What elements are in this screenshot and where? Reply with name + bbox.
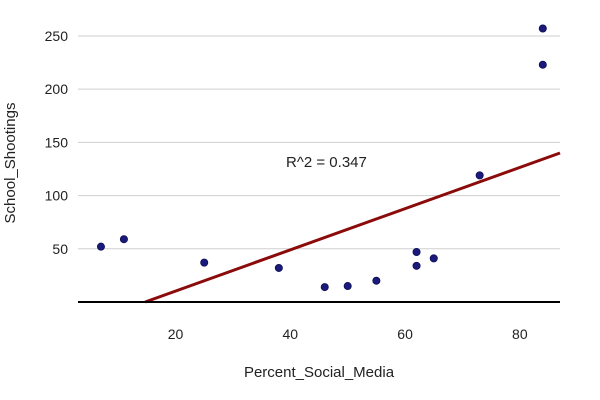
x-tick-label: 20 [168, 326, 184, 342]
data-point [320, 283, 329, 292]
data-point [538, 60, 547, 69]
x-axis-title: Percent_Social_Media [244, 364, 395, 381]
y-tick-label: 200 [45, 81, 69, 97]
y-axis-title: School_Shootings [2, 103, 19, 224]
data-point [119, 235, 128, 244]
data-point [200, 258, 209, 267]
axes: 50 100 150 200 250 20 40 60 80 [45, 28, 560, 342]
data-point [274, 263, 283, 272]
x-tick-label: 40 [283, 326, 299, 342]
trendline [144, 151, 561, 304]
data-point [538, 24, 547, 33]
data-point [372, 276, 381, 285]
data-point [343, 282, 352, 291]
trendline-layer [144, 151, 561, 304]
y-tick-label: 50 [52, 241, 68, 257]
y-tick-label: 250 [45, 28, 69, 44]
gridlines [78, 35, 560, 250]
y-tick-label: 150 [45, 134, 69, 150]
x-tick-label: 60 [397, 326, 413, 342]
data-point [429, 254, 438, 263]
data-point [96, 242, 105, 251]
x-tick-label: 80 [512, 326, 528, 342]
y-tick-label: 100 [45, 188, 69, 204]
data-point [412, 247, 421, 256]
data-point [412, 261, 421, 270]
r-squared-annotation: R^2 = 0.347 [286, 154, 367, 171]
data-points [96, 24, 547, 292]
data-point [475, 171, 484, 180]
